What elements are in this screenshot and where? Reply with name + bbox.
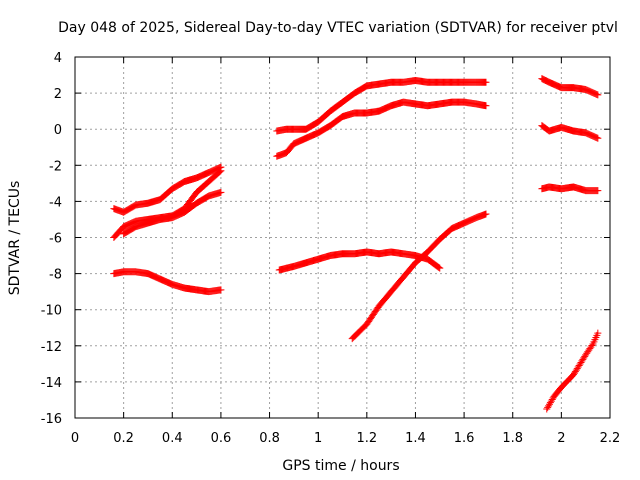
x-tick-label: 1.2 <box>356 431 377 446</box>
y-tick-label: 4 <box>54 51 62 66</box>
data-points <box>110 75 602 413</box>
y-tick-labels: -16 -14 -12 -10 -8 -6 -4 -2 0 2 4 <box>41 51 62 427</box>
data-point <box>217 286 225 294</box>
x-tick-label: 1.8 <box>502 431 523 446</box>
data-point <box>216 168 224 176</box>
data-point <box>594 134 602 142</box>
data-point <box>217 188 225 196</box>
x-tick-label: 0.4 <box>162 431 183 446</box>
x-tick-label: 2.2 <box>600 431 621 446</box>
y-tick-label: -6 <box>49 232 62 247</box>
series-arc6 <box>273 98 490 160</box>
data-point <box>546 399 554 407</box>
series-arc1 <box>110 163 225 216</box>
y-tick-label: -4 <box>49 195 62 210</box>
series-arc9 <box>538 75 602 99</box>
data-point <box>544 403 552 411</box>
data-point <box>545 402 553 410</box>
data-point <box>482 102 490 110</box>
chart-title: Day 048 of 2025, Sidereal Day-to-day VTE… <box>58 20 618 36</box>
series-arc8 <box>348 210 490 343</box>
series-arc7 <box>275 248 444 274</box>
y-tick-label: -8 <box>49 268 62 283</box>
grid-lines <box>75 57 610 418</box>
y-tick-label: 0 <box>54 123 62 138</box>
data-point <box>217 167 225 175</box>
data-point <box>588 342 596 350</box>
x-tick-labels: 0 0.2 0.4 0.6 0.8 1 1.2 1.4 1.6 1.8 2 2.2 <box>71 431 620 446</box>
y-tick-label: -14 <box>41 376 62 391</box>
x-tick-label: 0 <box>71 431 79 446</box>
data-point <box>594 91 602 99</box>
data-point <box>543 405 551 413</box>
x-tick-label: 2 <box>557 431 565 446</box>
data-point <box>547 397 555 405</box>
series-arc12 <box>543 329 602 413</box>
series-arc5 <box>273 76 490 135</box>
y-tick-label: 2 <box>54 87 62 102</box>
x-axis-label: GPS time / hours <box>282 458 399 474</box>
series-arc3 <box>120 188 225 238</box>
data-point <box>546 400 554 408</box>
y-tick-label: -2 <box>49 159 62 174</box>
data-point <box>594 187 602 195</box>
data-point <box>482 210 490 218</box>
data-point <box>548 395 556 403</box>
data-point <box>436 264 444 272</box>
y-tick-label: -10 <box>41 304 62 319</box>
data-point <box>435 263 443 271</box>
y-tick-label: -16 <box>41 412 62 427</box>
x-tick-label: 0.2 <box>113 431 134 446</box>
x-tick-label: 1.4 <box>405 431 426 446</box>
data-point <box>594 329 602 337</box>
x-tick-label: 0.8 <box>259 431 280 446</box>
series-arc10 <box>538 122 602 142</box>
data-point <box>482 78 490 86</box>
plot-frame <box>74 56 611 419</box>
x-tick-label: 1 <box>314 431 322 446</box>
y-tick-label: -12 <box>41 340 62 355</box>
series-arc11 <box>538 183 602 195</box>
x-tick-label: 0.6 <box>211 431 232 446</box>
x-tick-label: 1.6 <box>454 431 475 446</box>
series-arc4 <box>110 268 225 296</box>
y-axis-label: SDTVAR / TECUs <box>7 181 23 296</box>
